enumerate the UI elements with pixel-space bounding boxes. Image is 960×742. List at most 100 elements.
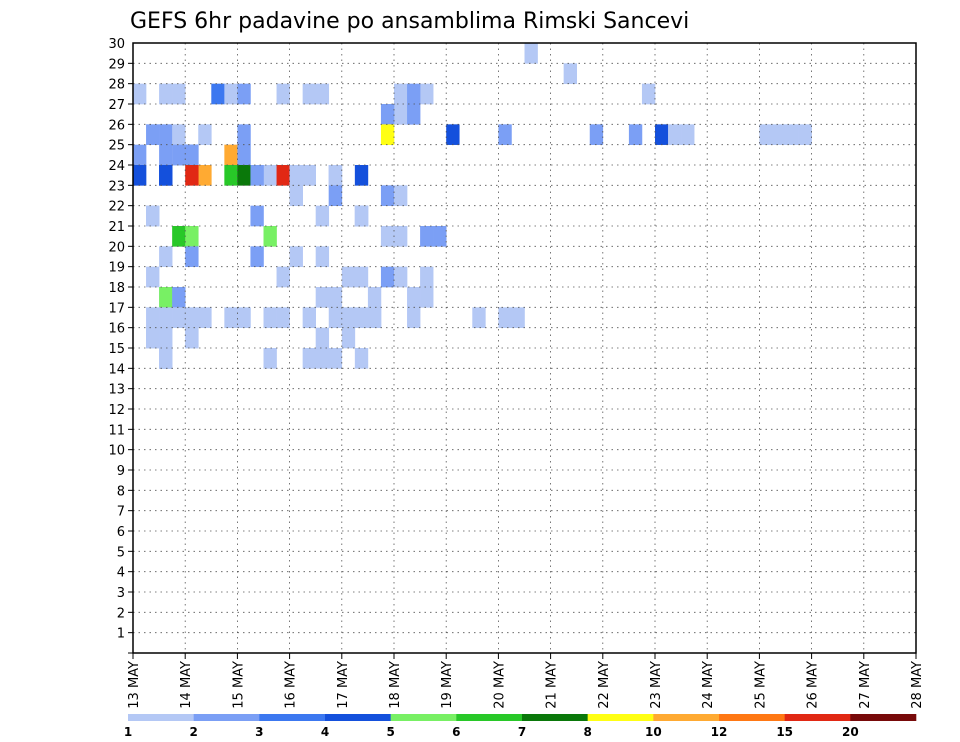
heatmap-cell [772, 124, 786, 145]
x-tick-label: 13 MAY [127, 661, 142, 709]
heatmap-cell [681, 124, 695, 145]
heatmap-cell [198, 165, 212, 186]
heatmap-cell [759, 124, 773, 145]
colorbar-label: 7 [518, 725, 526, 739]
colorbar-swatch [325, 714, 391, 721]
heatmap-cell [380, 226, 395, 247]
heatmap-cell [159, 83, 173, 105]
colorbar-swatch [719, 714, 785, 721]
x-tick-label: 20 MAY [492, 661, 507, 709]
heatmap-cell [302, 165, 316, 186]
heatmap-cell [589, 124, 604, 145]
heatmap-cell [172, 287, 186, 308]
heatmap-cell [211, 83, 225, 105]
heatmap-cell [511, 307, 525, 328]
y-tick-label: 27 [108, 98, 125, 113]
heatmap-cell [276, 83, 290, 105]
heatmap-cell [159, 246, 173, 267]
y-axis-ticks: 1234567891011121314151617181920212223242… [108, 37, 133, 654]
colorbar-swatch [850, 714, 917, 721]
heatmap-cell [433, 226, 447, 247]
heatmap-cell [420, 226, 434, 247]
heatmap-cell [224, 83, 238, 105]
heatmap-cell [341, 327, 356, 349]
colorbar-swatch [259, 714, 326, 721]
heatmap-cell [133, 83, 147, 105]
y-tick-label: 23 [108, 179, 125, 194]
x-tick-label: 15 MAY [231, 661, 246, 709]
heatmap-cell [172, 124, 186, 145]
heatmap-cell [380, 185, 395, 206]
heatmap-cell [224, 307, 238, 328]
y-tick-label: 6 [117, 525, 125, 540]
heatmap-cell [354, 348, 369, 369]
heatmap-cell [250, 205, 264, 227]
heatmap-cell [172, 226, 186, 247]
heatmap-cell [263, 226, 277, 247]
heatmap-cell [315, 287, 330, 308]
colorbar-swatch [653, 714, 720, 721]
heatmap-cell [159, 348, 173, 369]
heatmap-cell [328, 307, 343, 328]
heatmap-cell [354, 205, 369, 227]
heatmap-cell [146, 205, 160, 227]
heatmap-cell [394, 104, 408, 125]
x-tick-label: 24 MAY [701, 661, 716, 709]
x-tick-label: 22 MAY [597, 661, 612, 709]
colorbar: 1 2 3 4 5 6 7 8 10 12 15 20 [124, 714, 917, 739]
chart-title: GEFS 6hr padavine po ansamblima Rimski S… [130, 9, 689, 34]
heatmap-cell [328, 185, 343, 206]
grid-lines [133, 43, 916, 653]
y-tick-label: 7 [117, 505, 125, 520]
y-tick-label: 25 [108, 139, 125, 154]
heatmap-cell [785, 124, 799, 145]
heatmap-cell [263, 348, 277, 369]
heatmap-cell [263, 165, 277, 186]
x-tick-label: 19 MAY [440, 661, 455, 709]
heatmap-cell [420, 287, 434, 308]
colorbar-swatch [587, 714, 654, 721]
heatmap-cell [289, 185, 303, 206]
heatmap-cell [302, 348, 316, 369]
x-tick-label: 28 MAY [910, 661, 925, 709]
heatmap-cell [250, 165, 264, 186]
x-tick-label: 14 MAY [179, 661, 194, 709]
y-tick-label: 12 [108, 403, 125, 418]
heatmap-cell [237, 83, 251, 105]
x-tick-label: 25 MAY [753, 661, 768, 709]
heatmap-cell [185, 307, 199, 328]
y-tick-label: 14 [108, 362, 125, 377]
heatmap-cell [146, 124, 160, 145]
heatmap-cell [198, 124, 212, 145]
heatmap-cell [237, 307, 251, 328]
heatmap-cell [263, 307, 277, 328]
colorbar-label: 4 [321, 725, 329, 739]
heatmap-cell [289, 246, 303, 267]
heatmap-cell [315, 246, 330, 267]
heatmap-cell [380, 266, 395, 288]
colorbar-label: 8 [583, 725, 591, 739]
x-tick-label: 27 MAY [858, 661, 873, 709]
y-tick-label: 10 [108, 444, 125, 459]
heatmap-cell [159, 287, 173, 308]
y-tick-label: 16 [108, 322, 125, 337]
heatmap-cell [380, 124, 395, 145]
y-tick-label: 29 [108, 57, 125, 72]
heatmap-cell [276, 266, 290, 288]
y-tick-label: 18 [108, 281, 125, 296]
heatmap-cell [472, 307, 486, 328]
heatmap-cell [524, 43, 538, 64]
heatmap-cell [185, 144, 199, 166]
heatmap-cell [394, 226, 408, 247]
y-tick-label: 19 [108, 261, 125, 276]
heatmap-cell [655, 124, 669, 145]
y-tick-label: 2 [117, 606, 125, 621]
x-tick-label: 26 MAY [806, 661, 821, 709]
y-tick-label: 8 [117, 484, 125, 499]
heatmap-cell [354, 307, 369, 328]
heatmap-cell [185, 327, 199, 349]
heatmap-cell [159, 124, 173, 145]
heatmap-cell [407, 83, 421, 105]
heatmap-cell [328, 165, 343, 186]
